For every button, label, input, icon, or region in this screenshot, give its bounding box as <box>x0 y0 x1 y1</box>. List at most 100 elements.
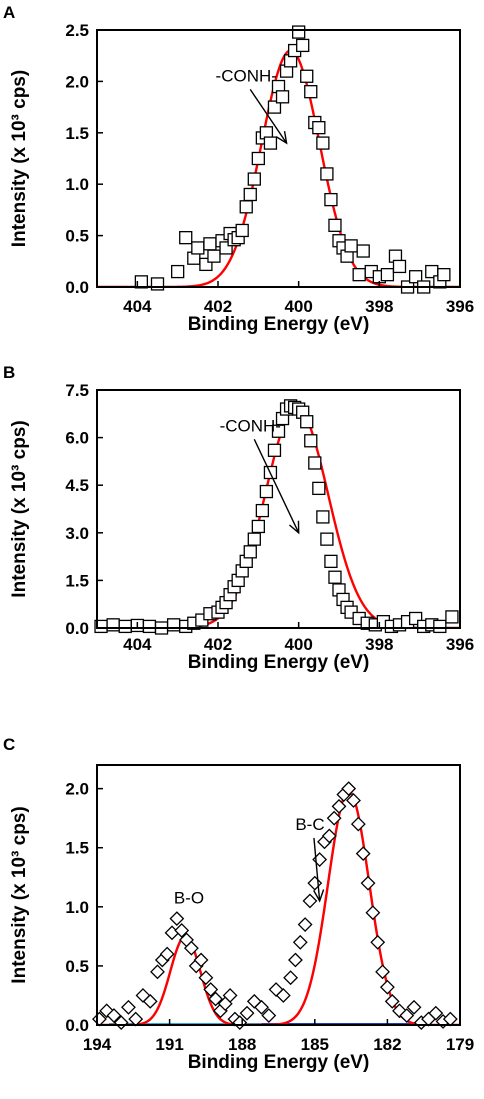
data-point <box>243 545 257 559</box>
data-point <box>408 270 423 284</box>
data-point <box>267 100 282 114</box>
data-point <box>166 618 181 632</box>
data-point <box>121 999 136 1015</box>
data-point <box>360 875 376 891</box>
data-point <box>341 781 357 797</box>
data-point <box>292 934 308 950</box>
data-point <box>375 964 390 980</box>
data-point <box>307 875 323 891</box>
data-point <box>300 415 314 429</box>
data-point <box>324 554 338 569</box>
y-tick-label: 0.5 <box>65 227 89 246</box>
annotation-arrow <box>249 89 288 144</box>
x-tick-label: 398 <box>365 635 393 654</box>
panel-letter: B <box>3 363 15 382</box>
data-point <box>142 993 158 1009</box>
data-point <box>142 619 157 634</box>
data-point <box>275 988 291 1003</box>
data-point <box>331 798 347 814</box>
data-point <box>255 503 270 518</box>
data-point <box>406 999 422 1015</box>
data-point <box>203 982 219 997</box>
data-point <box>106 1008 122 1023</box>
x-tick-label: 182 <box>373 1035 401 1054</box>
y-tick-label: 3.0 <box>65 524 89 543</box>
data-point <box>350 816 366 832</box>
y-axis-title: Intensity (x 10³ cps) <box>9 806 30 983</box>
data-point <box>247 532 261 546</box>
data-point <box>308 456 322 470</box>
y-axis-title: Intensity (x 10³ cps) <box>9 70 30 247</box>
annotation-arrowhead <box>288 520 300 535</box>
y-tick-label: 2.5 <box>65 21 89 40</box>
peak-annotation: -CONH- <box>216 66 277 85</box>
data-point <box>445 610 459 624</box>
data-point <box>239 200 253 214</box>
y-tick-label: 4.5 <box>65 476 89 495</box>
x-tick-label: 191 <box>155 1035 183 1054</box>
data-point <box>259 484 274 499</box>
data-point <box>271 424 286 438</box>
y-tick-label: 2.0 <box>65 780 89 799</box>
y-tick-label: 1.0 <box>65 898 89 917</box>
data-point <box>292 25 306 39</box>
x-tick-label: 396 <box>446 635 474 654</box>
data-point <box>179 231 193 245</box>
data-point <box>437 268 451 282</box>
data-point <box>267 443 282 457</box>
data-point <box>191 241 205 255</box>
y-tick-label: 0.0 <box>65 278 89 297</box>
x-tick-label: 404 <box>123 635 152 654</box>
x-axis-title: Binding Energy (eV) <box>188 652 370 673</box>
annotation-arrowhead <box>313 889 325 903</box>
data-point <box>399 1008 415 1023</box>
data-point <box>198 970 214 986</box>
data-point <box>171 264 185 279</box>
y-tick-label: 7.5 <box>65 381 89 400</box>
plot-frame <box>96 764 461 1026</box>
data-point <box>169 911 185 927</box>
data-point <box>208 991 223 1007</box>
annotation-arrow <box>253 438 300 534</box>
data-point <box>365 905 381 921</box>
data-point <box>174 923 190 938</box>
data-point <box>288 952 303 968</box>
data-point <box>304 85 318 99</box>
data-point <box>297 917 313 932</box>
data-point <box>304 434 318 448</box>
data-point <box>150 964 165 980</box>
plot-area <box>97 406 460 628</box>
panel-letter: A <box>3 3 15 22</box>
y-tick-label: 1.5 <box>65 124 89 143</box>
y-tick-label: 6.0 <box>65 429 89 448</box>
data-point <box>328 570 342 584</box>
data-point <box>254 999 269 1015</box>
data-point <box>251 151 265 166</box>
x-tick-label: 402 <box>204 297 232 316</box>
data-point <box>355 846 371 862</box>
data-point <box>370 934 386 950</box>
data-point <box>150 277 165 291</box>
data-point <box>321 828 337 844</box>
x-tick-label: 179 <box>446 1035 474 1054</box>
x-tick-label: 194 <box>83 1035 112 1054</box>
y-tick-label: 0.0 <box>65 1016 89 1035</box>
y-tick-label: 2.0 <box>65 72 89 91</box>
x-tick-label: 188 <box>228 1035 256 1054</box>
data-point <box>384 993 400 1009</box>
data-point <box>328 218 342 232</box>
peak-annotation: -CONH- <box>220 416 281 435</box>
x-tick-label: 396 <box>446 297 474 316</box>
data-point <box>243 187 257 202</box>
annotation-arrowhead <box>275 131 288 145</box>
y-tick-label: 1.0 <box>65 175 89 194</box>
data-point <box>346 793 361 808</box>
plot-frame <box>96 389 461 629</box>
x-tick-label: 398 <box>365 297 393 316</box>
data-point <box>326 810 342 826</box>
x-tick-label: 400 <box>284 297 312 316</box>
y-tick-label: 1.5 <box>65 571 89 590</box>
data-point <box>428 1005 444 1021</box>
data-point <box>433 619 447 634</box>
